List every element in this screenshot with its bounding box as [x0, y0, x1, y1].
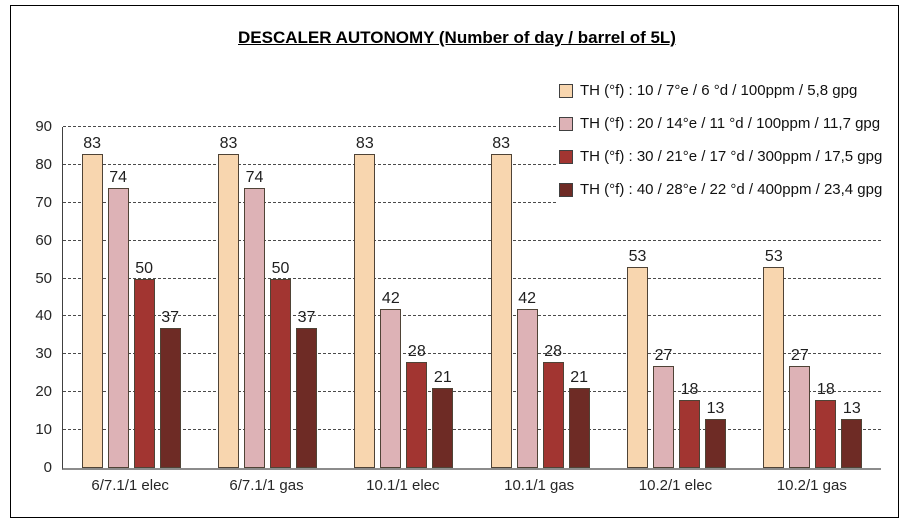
y-tick-label-20: 20 — [35, 383, 52, 401]
y-tick-label-0: 0 — [43, 459, 52, 476]
bar-group-6: 53 27 18 13 — [745, 248, 881, 468]
y-tick-label-30: 30 — [35, 345, 52, 363]
bar-value-label: 53 — [628, 248, 647, 266]
gridline-60 — [63, 239, 881, 241]
bar-value-label: 50 — [135, 259, 154, 277]
bar-value-label: 13 — [842, 399, 861, 417]
bar-group-4: 83 42 28 21 — [472, 135, 608, 468]
legend-swatch-icon — [559, 182, 573, 197]
bar-series2-group6: 27 — [789, 347, 811, 468]
gridline-90 — [63, 126, 881, 127]
category-label-4: 10.1/1 gas — [504, 477, 575, 494]
bar-value-label: 28 — [544, 342, 563, 360]
bar-series4-group2: 37 — [295, 309, 317, 468]
bar-series4-group4: 21 — [568, 369, 590, 468]
bar-series1-group3: 83 — [354, 135, 376, 468]
gridline-70 — [63, 201, 881, 203]
chart-title-text: DESCALER AUTONOMY (Number of day / barre… — [238, 28, 676, 47]
bar-value-label: 53 — [764, 248, 783, 266]
gridline-80 — [63, 163, 881, 165]
bar-series2-group2: 74 — [243, 169, 265, 468]
legend-item-3: TH (°f) : 30 / 21°e / 17 °d / 300ppm / 1… — [556, 140, 886, 173]
bar-series1-group1: 83 — [81, 135, 103, 468]
legend-item-4: TH (°f) : 40 / 28°e / 22 °d / 400ppm / 2… — [556, 173, 886, 206]
y-tick-label-60: 60 — [35, 231, 52, 249]
bar-value-label: 21 — [433, 369, 452, 387]
y-tick-label-70: 70 — [35, 193, 52, 211]
legend-label: TH (°f) : 20 / 14°e / 11 °d / 100ppm / 1… — [580, 115, 881, 132]
bar-value-label: 83 — [355, 134, 374, 152]
y-tick-label-10: 10 — [35, 421, 52, 439]
bar-value-label: 50 — [271, 259, 290, 277]
legend: TH (°f) : 10 / 7°e / 6 °d / 100ppm / 5,8… — [556, 74, 886, 206]
bar-value-label: 83 — [219, 134, 238, 152]
category-label-6: 10.2/1 gas — [776, 477, 847, 494]
bar-value-label: 83 — [492, 134, 511, 152]
y-tick-label-80: 80 — [35, 155, 52, 173]
bar-value-label: 18 — [816, 380, 835, 398]
gridline-30 — [63, 353, 881, 355]
legend-swatch-icon — [559, 83, 573, 98]
chart-title: DESCALER AUTONOMY (Number of day / barre… — [0, 28, 914, 48]
category-label-1: 6/7.1/1 elec — [91, 477, 169, 494]
bar-series4-group3: 21 — [432, 369, 454, 468]
legend-label: TH (°f) : 10 / 7°e / 6 °d / 100ppm / 5,8… — [580, 82, 858, 99]
bar-series1-group6: 53 — [763, 248, 785, 468]
bar-series2-group5: 27 — [652, 347, 674, 468]
y-tick-label-90: 90 — [35, 118, 52, 135]
bar-group-5: 53 27 18 13 — [608, 248, 744, 468]
bar-series1-group4: 83 — [490, 135, 512, 468]
bar-value-label: 74 — [109, 168, 128, 186]
bar-series2-group3: 42 — [380, 290, 402, 468]
category-label-5: 10.2/1 elec — [638, 477, 713, 494]
bar-series3-group4: 28 — [542, 343, 564, 468]
bar-group-2: 83 74 50 37 — [199, 135, 335, 468]
legend-swatch-icon — [559, 116, 573, 131]
bar-series2-group4: 42 — [516, 290, 538, 468]
bar-value-label: 13 — [706, 399, 725, 417]
gridline-10 — [63, 429, 881, 431]
bar-value-label: 27 — [654, 346, 673, 364]
bar-series3-group2: 50 — [269, 260, 291, 468]
bar-value-label: 42 — [381, 289, 400, 307]
bar-value-label: 42 — [518, 289, 537, 307]
gridline-20 — [63, 391, 881, 393]
bar-value-label: 37 — [161, 308, 180, 326]
bar-series3-group5: 18 — [678, 381, 700, 468]
bar-value-label: 37 — [297, 308, 316, 326]
bar-value-label: 74 — [245, 168, 264, 186]
y-tick-label-50: 50 — [35, 269, 52, 287]
category-label-3: 10.1/1 elec — [366, 477, 440, 494]
y-tick-label-40: 40 — [35, 307, 52, 325]
legend-item-2: TH (°f) : 20 / 14°e / 11 °d / 100ppm / 1… — [556, 107, 884, 140]
bar-series1-group5: 53 — [626, 248, 648, 468]
legend-item-1: TH (°f) : 10 / 7°e / 6 °d / 100ppm / 5,8… — [556, 74, 861, 107]
bar-series4-group6: 13 — [841, 400, 863, 468]
bar-value-label: 27 — [790, 346, 809, 364]
legend-swatch-icon — [559, 149, 573, 164]
bar-value-label: 18 — [680, 380, 699, 398]
plot-area: 83 74 50 37 83 74 50 37 83 42 28 21 83 42 28 21 53 27 18 13… — [62, 126, 881, 470]
bar-series2-group1: 74 — [107, 169, 129, 468]
gridline-50 — [63, 277, 881, 279]
legend-label: TH (°f) : 30 / 21°e / 17 °d / 300ppm / 1… — [580, 148, 883, 165]
bar-series3-group6: 18 — [815, 381, 837, 468]
bar-series3-group3: 28 — [406, 343, 428, 468]
bar-series4-group5: 13 — [704, 400, 726, 468]
bar-value-label: 21 — [570, 369, 589, 387]
bar-series3-group1: 50 — [133, 260, 155, 468]
bar-series4-group1: 37 — [159, 309, 181, 468]
bar-series1-group2: 83 — [217, 135, 239, 468]
category-label-2: 6/7.1/1 gas — [229, 477, 304, 494]
bar-value-label: 28 — [407, 342, 426, 360]
gridline-40 — [63, 315, 881, 317]
bar-group-3: 83 42 28 21 — [336, 135, 472, 468]
legend-label: TH (°f) : 40 / 28°e / 22 °d / 400ppm / 2… — [580, 181, 883, 198]
bar-value-label: 83 — [83, 134, 102, 152]
bar-group-1: 83 74 50 37 — [63, 135, 199, 468]
